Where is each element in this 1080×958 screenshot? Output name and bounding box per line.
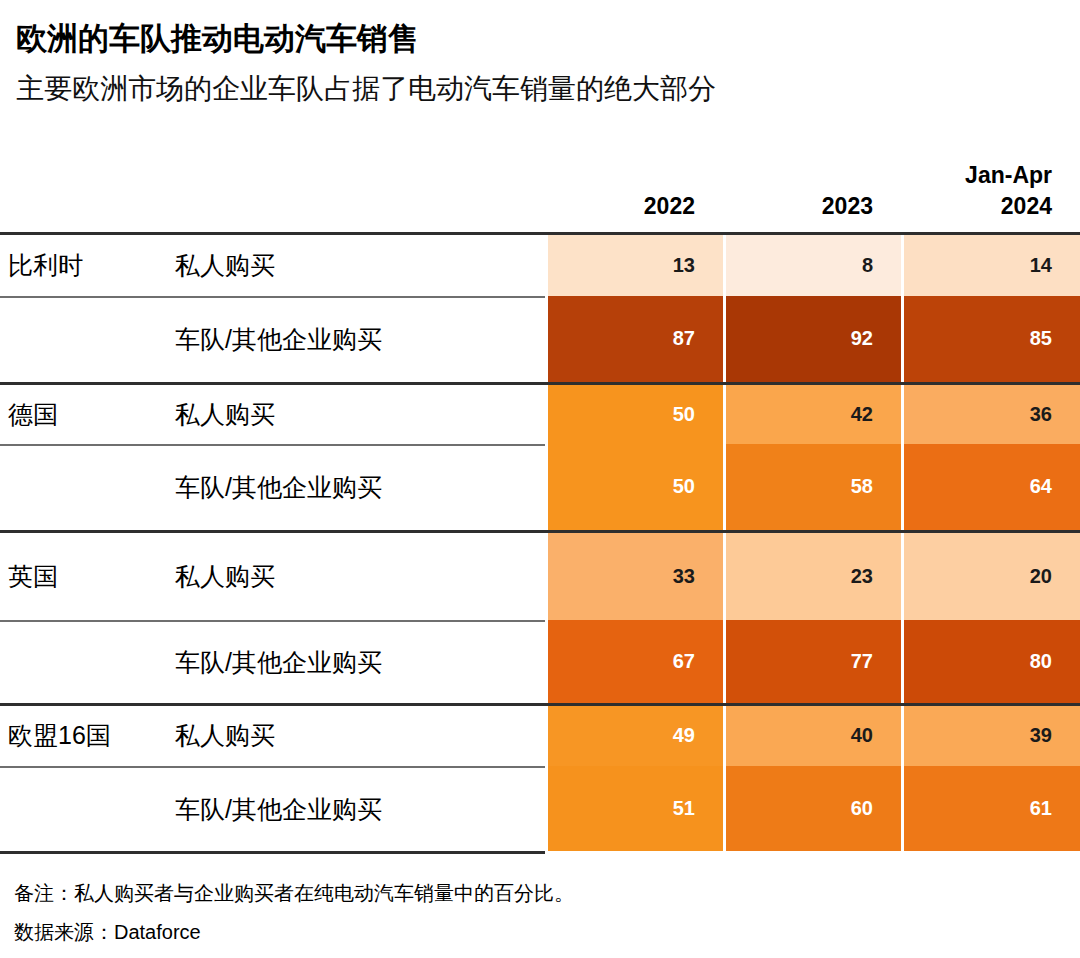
purchase-type-label: 车队/其他企业购买 bbox=[167, 296, 545, 382]
purchase-type-label: 私人购买 bbox=[167, 706, 545, 766]
purchase-type-label: 私人购买 bbox=[167, 533, 545, 620]
chart-note: 备注：私人购买者与企业购买者在纯电动汽车销量中的百分比。 bbox=[14, 880, 1064, 907]
heatmap-cell: 67 bbox=[545, 620, 723, 703]
purchase-type-label: 车队/其他企业购买 bbox=[167, 766, 545, 851]
heatmap-cell: 87 bbox=[545, 296, 723, 382]
table-bottom-rule bbox=[0, 851, 545, 854]
heatmap-cell: 50 bbox=[545, 385, 723, 444]
heatmap-cell: 77 bbox=[723, 620, 901, 703]
chart-page: 欧洲的车队推动电动汽车销售 主要欧洲市场的企业车队占据了电动汽车销量的绝大部分 … bbox=[0, 0, 1080, 958]
purchase-type-label: 私人购买 bbox=[167, 235, 545, 296]
column-header-2022: 2022 bbox=[545, 191, 723, 232]
table-row: 车队/其他企业购买879285 bbox=[0, 296, 1080, 382]
heatmap-cell: 14 bbox=[901, 235, 1080, 296]
column-header-prefix: Jan-Apr bbox=[901, 160, 1052, 191]
heatmap-table: 比利时私人购买13814车队/其他企业购买879285德国私人购买504236车… bbox=[0, 232, 1080, 851]
heatmap-cell: 33 bbox=[545, 533, 723, 620]
country-label bbox=[0, 444, 167, 530]
country-label: 比利时 bbox=[0, 235, 167, 296]
heatmap-cell: 20 bbox=[901, 533, 1080, 620]
purchase-type-label: 车队/其他企业购买 bbox=[167, 620, 545, 703]
table-row: 德国私人购买504236 bbox=[0, 382, 1080, 444]
table-row: 车队/其他企业购买505864 bbox=[0, 444, 1080, 530]
heatmap-cell: 40 bbox=[723, 706, 901, 766]
purchase-type-label: 车队/其他企业购买 bbox=[167, 444, 545, 530]
column-header-jan-apr-2024: Jan-Apr 2024 bbox=[901, 160, 1080, 232]
heatmap-cell: 23 bbox=[723, 533, 901, 620]
chart-title: 欧洲的车队推动电动汽车销售 bbox=[0, 0, 1080, 57]
heatmap-cell: 49 bbox=[545, 706, 723, 766]
column-header-year: 2022 bbox=[545, 191, 695, 222]
table-row: 车队/其他企业购买516061 bbox=[0, 766, 1080, 851]
chart-source: 数据来源：Dataforce bbox=[14, 919, 1064, 946]
country-label: 英国 bbox=[0, 533, 167, 620]
heatmap-cell: 51 bbox=[545, 766, 723, 851]
heatmap-cell: 92 bbox=[723, 296, 901, 382]
chart-subtitle: 主要欧洲市场的企业车队占据了电动汽车销量的绝大部分 bbox=[16, 71, 1064, 107]
column-header-year: 2024 bbox=[901, 191, 1052, 222]
heatmap-cell: 42 bbox=[723, 385, 901, 444]
heatmap-cell: 50 bbox=[545, 444, 723, 530]
purchase-type-label: 私人购买 bbox=[167, 385, 545, 444]
table-row: 车队/其他企业购买677780 bbox=[0, 620, 1080, 703]
table-row: 英国私人购买332320 bbox=[0, 530, 1080, 620]
heatmap-cell: 60 bbox=[723, 766, 901, 851]
country-label: 欧盟16国 bbox=[0, 706, 167, 766]
country-label bbox=[0, 296, 167, 382]
heatmap-cell: 36 bbox=[901, 385, 1080, 444]
column-headers: 2022 2023 Jan-Apr 2024 bbox=[0, 160, 1080, 232]
heatmap-cell: 85 bbox=[901, 296, 1080, 382]
heatmap-cell: 39 bbox=[901, 706, 1080, 766]
heatmap-cell: 58 bbox=[723, 444, 901, 530]
heatmap-cell: 80 bbox=[901, 620, 1080, 703]
heatmap-cell: 8 bbox=[723, 235, 901, 296]
heatmap-cell: 64 bbox=[901, 444, 1080, 530]
country-label bbox=[0, 620, 167, 703]
column-header-year: 2023 bbox=[723, 191, 873, 222]
table-row: 比利时私人购买13814 bbox=[0, 232, 1080, 296]
column-header-2023: 2023 bbox=[723, 191, 901, 232]
country-label bbox=[0, 766, 167, 851]
heatmap-cell: 13 bbox=[545, 235, 723, 296]
country-label: 德国 bbox=[0, 385, 167, 444]
table-row: 欧盟16国私人购买494039 bbox=[0, 703, 1080, 766]
heatmap-cell: 61 bbox=[901, 766, 1080, 851]
